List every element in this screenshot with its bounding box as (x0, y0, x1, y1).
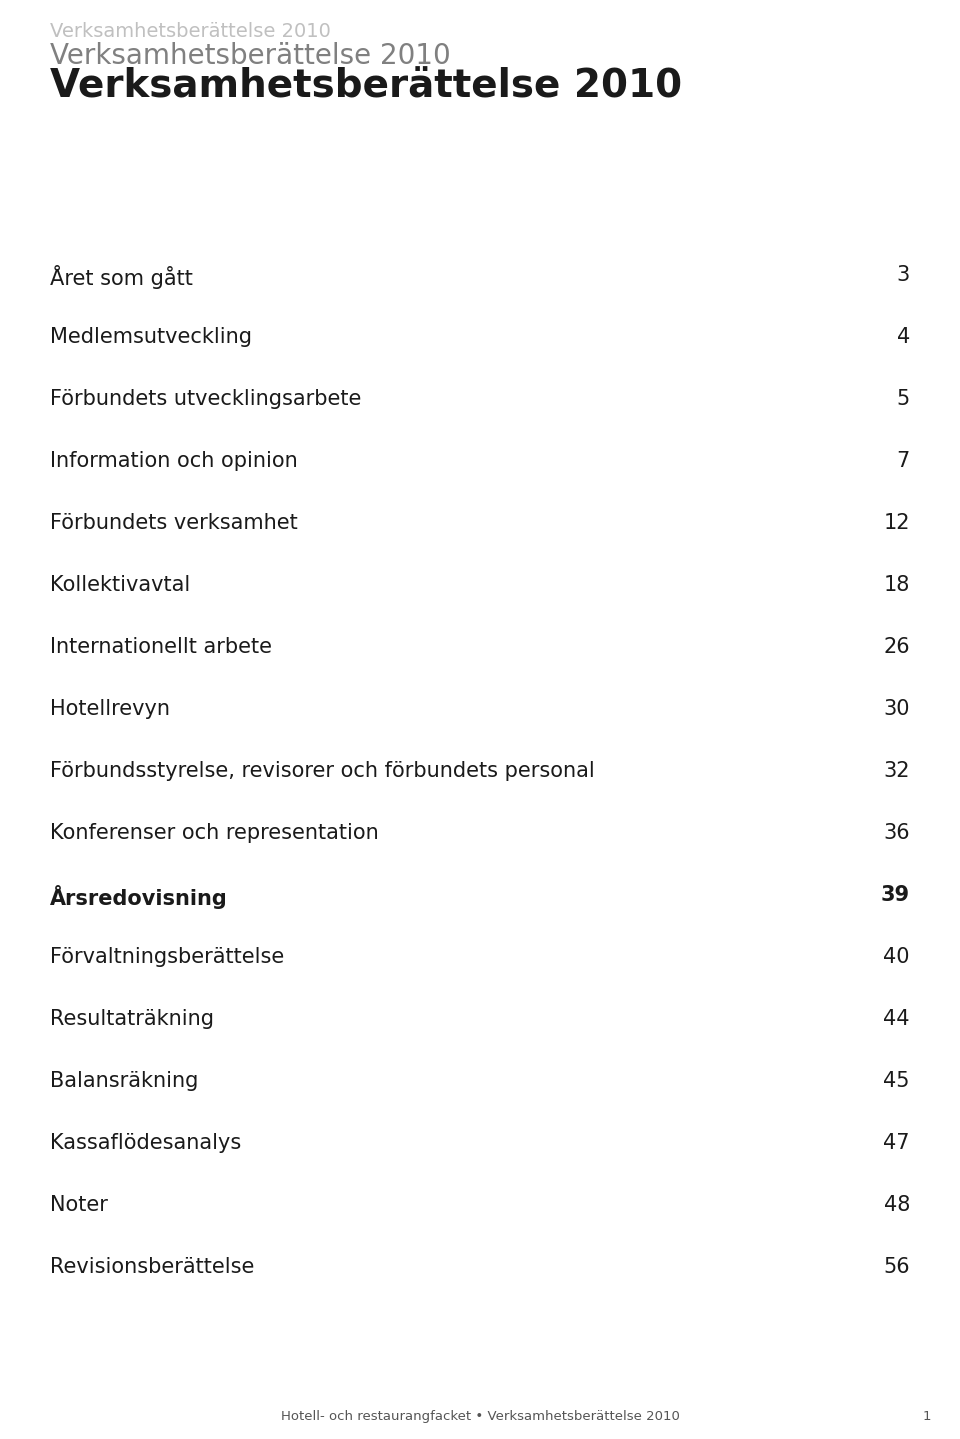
Text: 45: 45 (883, 1071, 910, 1091)
Text: Verksamhetsberättelse 2010: Verksamhetsberättelse 2010 (50, 42, 451, 71)
Text: Förbundets utvecklingsarbete: Förbundets utvecklingsarbete (50, 389, 361, 409)
Text: Information och opinion: Information och opinion (50, 450, 298, 471)
Text: Revisionsberättelse: Revisionsberättelse (50, 1258, 254, 1276)
Text: 44: 44 (883, 1009, 910, 1029)
Text: Hotellrevyn: Hotellrevyn (50, 699, 170, 720)
Text: Hotell- och restaurangfacket • Verksamhetsberättelse 2010: Hotell- och restaurangfacket • Verksamhe… (280, 1410, 680, 1423)
Text: Årsredovisning: Årsredovisning (50, 885, 228, 909)
Text: 47: 47 (883, 1132, 910, 1153)
Text: Verksamhetsberättelse 2010: Verksamhetsberättelse 2010 (50, 22, 331, 40)
Text: Internationellt arbete: Internationellt arbete (50, 637, 272, 658)
Text: 3: 3 (897, 265, 910, 285)
Text: Förbundets verksamhet: Förbundets verksamhet (50, 512, 298, 532)
Text: 56: 56 (883, 1258, 910, 1276)
Text: Verksamhetsberättelse 2010: Verksamhetsberättelse 2010 (50, 68, 683, 106)
Text: Noter: Noter (50, 1194, 108, 1215)
Text: 5: 5 (897, 389, 910, 409)
Text: 1: 1 (923, 1410, 931, 1423)
Text: Medlemsutveckling: Medlemsutveckling (50, 327, 252, 347)
Text: Förvaltningsberättelse: Förvaltningsberättelse (50, 947, 284, 967)
Text: 30: 30 (883, 699, 910, 720)
Text: Kollektivavtal: Kollektivavtal (50, 576, 190, 594)
Text: 26: 26 (883, 637, 910, 658)
Text: 12: 12 (883, 512, 910, 532)
Text: Balansräkning: Balansräkning (50, 1071, 199, 1091)
Text: 48: 48 (883, 1194, 910, 1215)
Text: 18: 18 (883, 576, 910, 594)
Text: 32: 32 (883, 761, 910, 781)
Text: Förbundsstyrelse, revisorer och förbundets personal: Förbundsstyrelse, revisorer och förbunde… (50, 761, 595, 781)
Text: 39: 39 (881, 885, 910, 905)
Text: Konferenser och representation: Konferenser och representation (50, 823, 379, 843)
Text: Året som gått: Året som gått (50, 265, 193, 289)
Text: Resultaträkning: Resultaträkning (50, 1009, 214, 1029)
Text: Kassaflödesanalys: Kassaflödesanalys (50, 1132, 241, 1153)
Text: 36: 36 (883, 823, 910, 843)
Text: 40: 40 (883, 947, 910, 967)
Text: 7: 7 (897, 450, 910, 471)
Text: 4: 4 (897, 327, 910, 347)
